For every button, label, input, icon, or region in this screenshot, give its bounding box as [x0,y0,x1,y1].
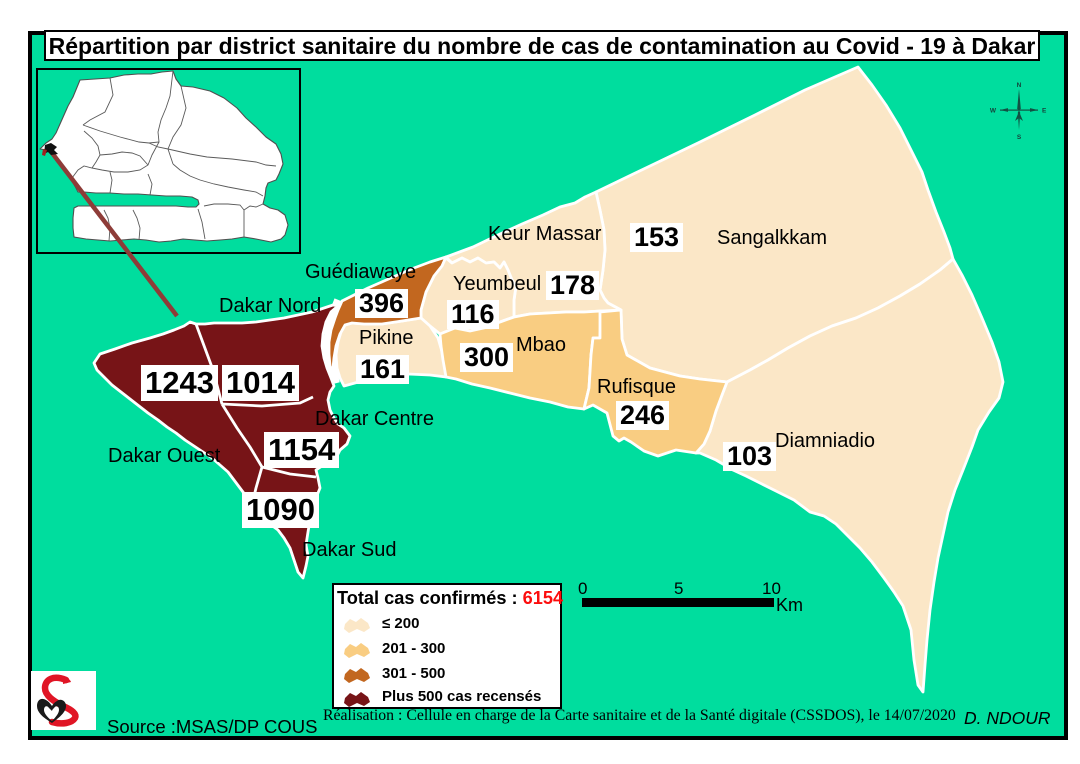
svg-text:S: S [1017,134,1022,141]
svg-text:10: 10 [762,579,781,598]
svg-text:E: E [1042,108,1047,115]
svg-text:W: W [990,108,997,115]
svg-text:N: N [1017,82,1022,89]
svg-text:5: 5 [674,579,683,598]
svg-text:Km: Km [776,595,803,615]
svg-text:0: 0 [578,579,587,598]
